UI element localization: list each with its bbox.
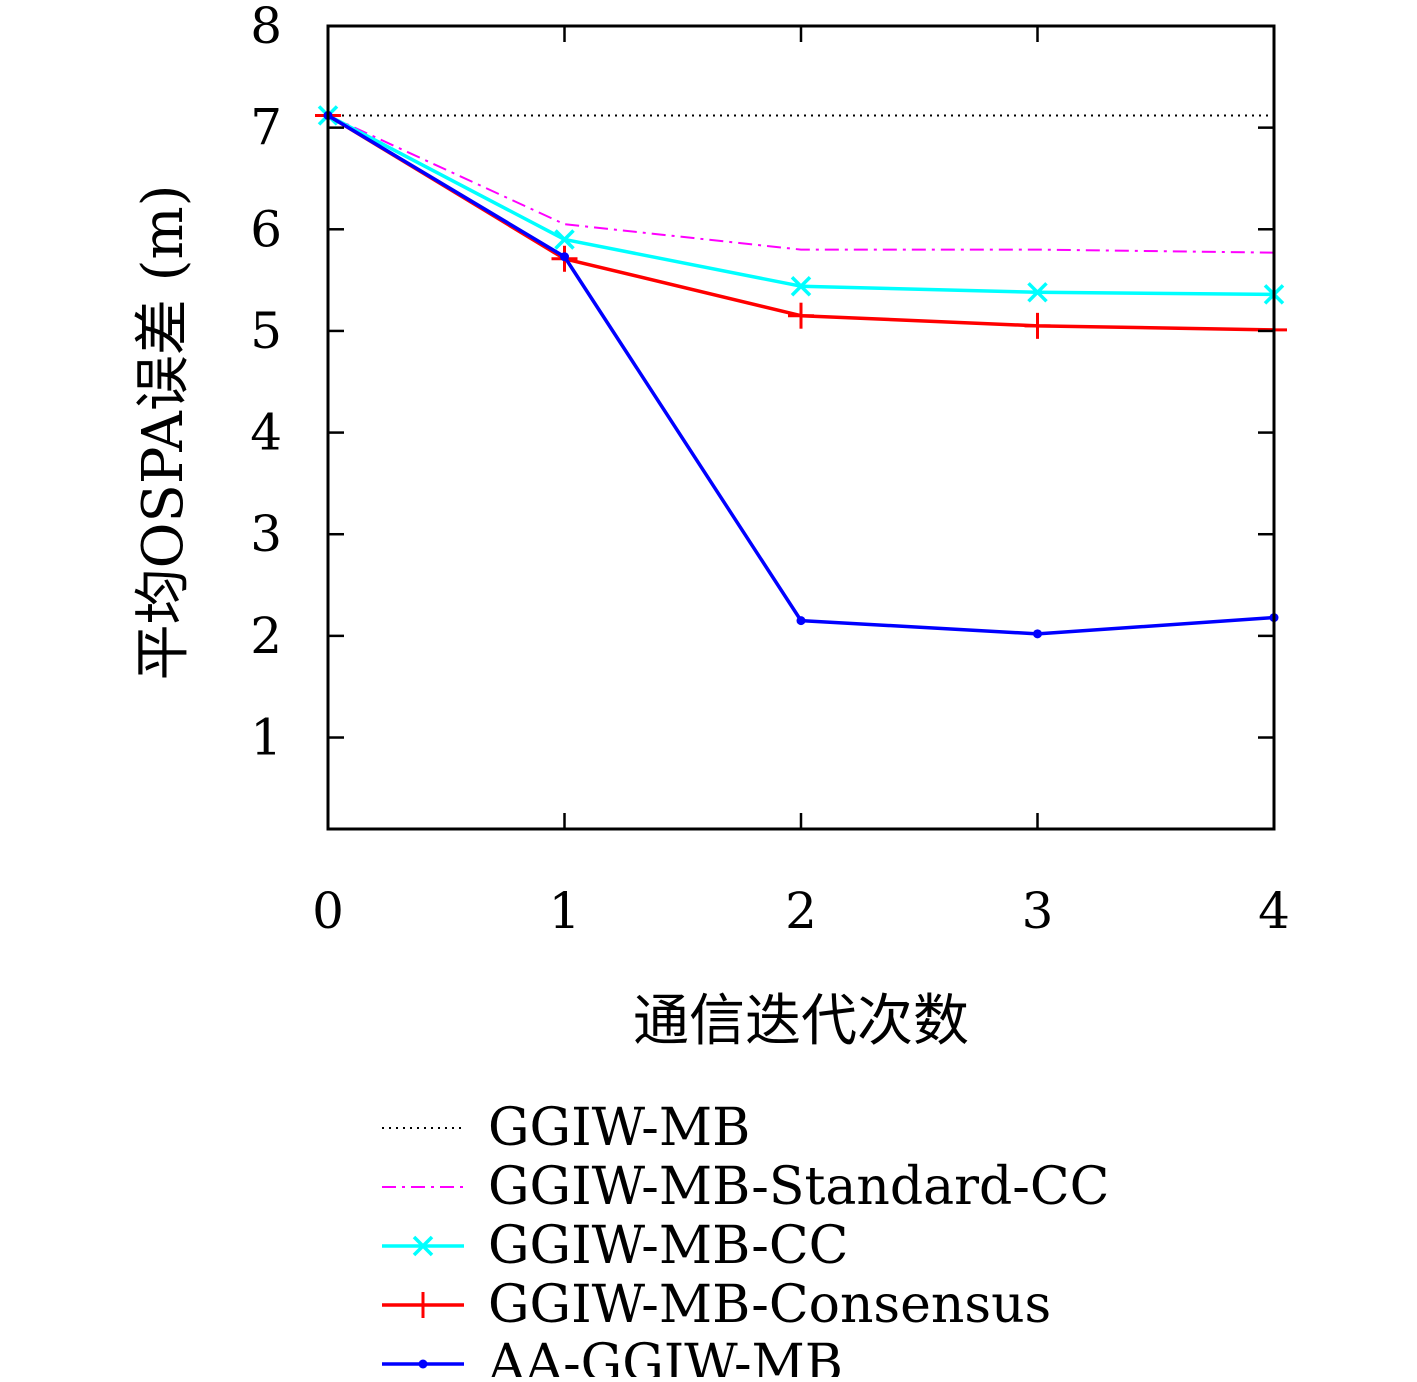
x-tick-label: 0 bbox=[312, 882, 344, 940]
legend-label: GGIW-MB-CC bbox=[488, 1216, 848, 1276]
y-tick-label: 1 bbox=[250, 709, 282, 767]
point-marker-dot bbox=[418, 1359, 428, 1369]
point-marker-x bbox=[1027, 282, 1048, 303]
x-tick-label: 1 bbox=[549, 882, 581, 940]
legend-label: GGIW-MB-Consensus bbox=[488, 1275, 1051, 1335]
y-tick-label: 8 bbox=[250, 0, 282, 55]
y-tick-label: 4 bbox=[250, 404, 282, 462]
series-AA-GGIW-MB bbox=[323, 110, 1279, 639]
x-axis-title: 通信迭代次数 bbox=[633, 989, 969, 1054]
y-axis-title: 平均OSPA误差 (m) bbox=[131, 185, 196, 681]
ticks-layer bbox=[326, 24, 1276, 829]
y-tick-label: 2 bbox=[250, 607, 282, 665]
legend: GGIW-MBGGIW-MB-Standard-CCGGIW-MB-CCGGIW… bbox=[382, 1098, 1109, 1382]
legend-label: GGIW-MB-Standard-CC bbox=[488, 1157, 1109, 1217]
y-tick-label: 5 bbox=[250, 302, 282, 360]
x-tick-label: 2 bbox=[785, 882, 817, 940]
legend-item: GGIW-MB-CC bbox=[382, 1216, 848, 1276]
point-marker-x bbox=[790, 275, 812, 297]
series-line bbox=[327, 114, 1275, 254]
series-line bbox=[327, 113, 1275, 332]
point-marker-dot bbox=[796, 616, 806, 626]
series-line bbox=[327, 113, 1275, 297]
point-marker-x bbox=[412, 1235, 434, 1257]
y-tick-label: 6 bbox=[250, 200, 282, 258]
point-marker-dot bbox=[1033, 629, 1042, 639]
series-GGIW-MB-Consensus bbox=[315, 102, 1287, 343]
series-layer bbox=[315, 102, 1287, 639]
legend-label: GGIW-MB bbox=[488, 1098, 750, 1158]
legend-item: AA-GGIW-MB bbox=[382, 1334, 843, 1382]
x-tick-label: 3 bbox=[1022, 882, 1054, 940]
series-GGIW-MB-Standard-CC bbox=[327, 114, 1275, 254]
series-line bbox=[327, 113, 1275, 636]
y-tick-label: 7 bbox=[250, 99, 282, 157]
legend-item: GGIW-MB-Consensus bbox=[382, 1275, 1051, 1335]
y-tick-label: 3 bbox=[250, 505, 282, 563]
legend-item: GGIW-MB-Standard-CC bbox=[382, 1157, 1109, 1217]
point-marker-dot bbox=[560, 252, 569, 262]
plot-frame bbox=[326, 24, 1276, 831]
x-tick-label: 4 bbox=[1258, 882, 1290, 940]
legend-label: AA-GGIW-MB bbox=[487, 1334, 843, 1377]
tick-labels-layer: 1 2 3 4 5 6 7 8 0 1 2 3 4 bbox=[250, 0, 1290, 940]
series-GGIW-MB-CC bbox=[317, 105, 1285, 305]
point-marker-x bbox=[554, 229, 575, 250]
legend-item: GGIW-MB bbox=[382, 1098, 750, 1158]
